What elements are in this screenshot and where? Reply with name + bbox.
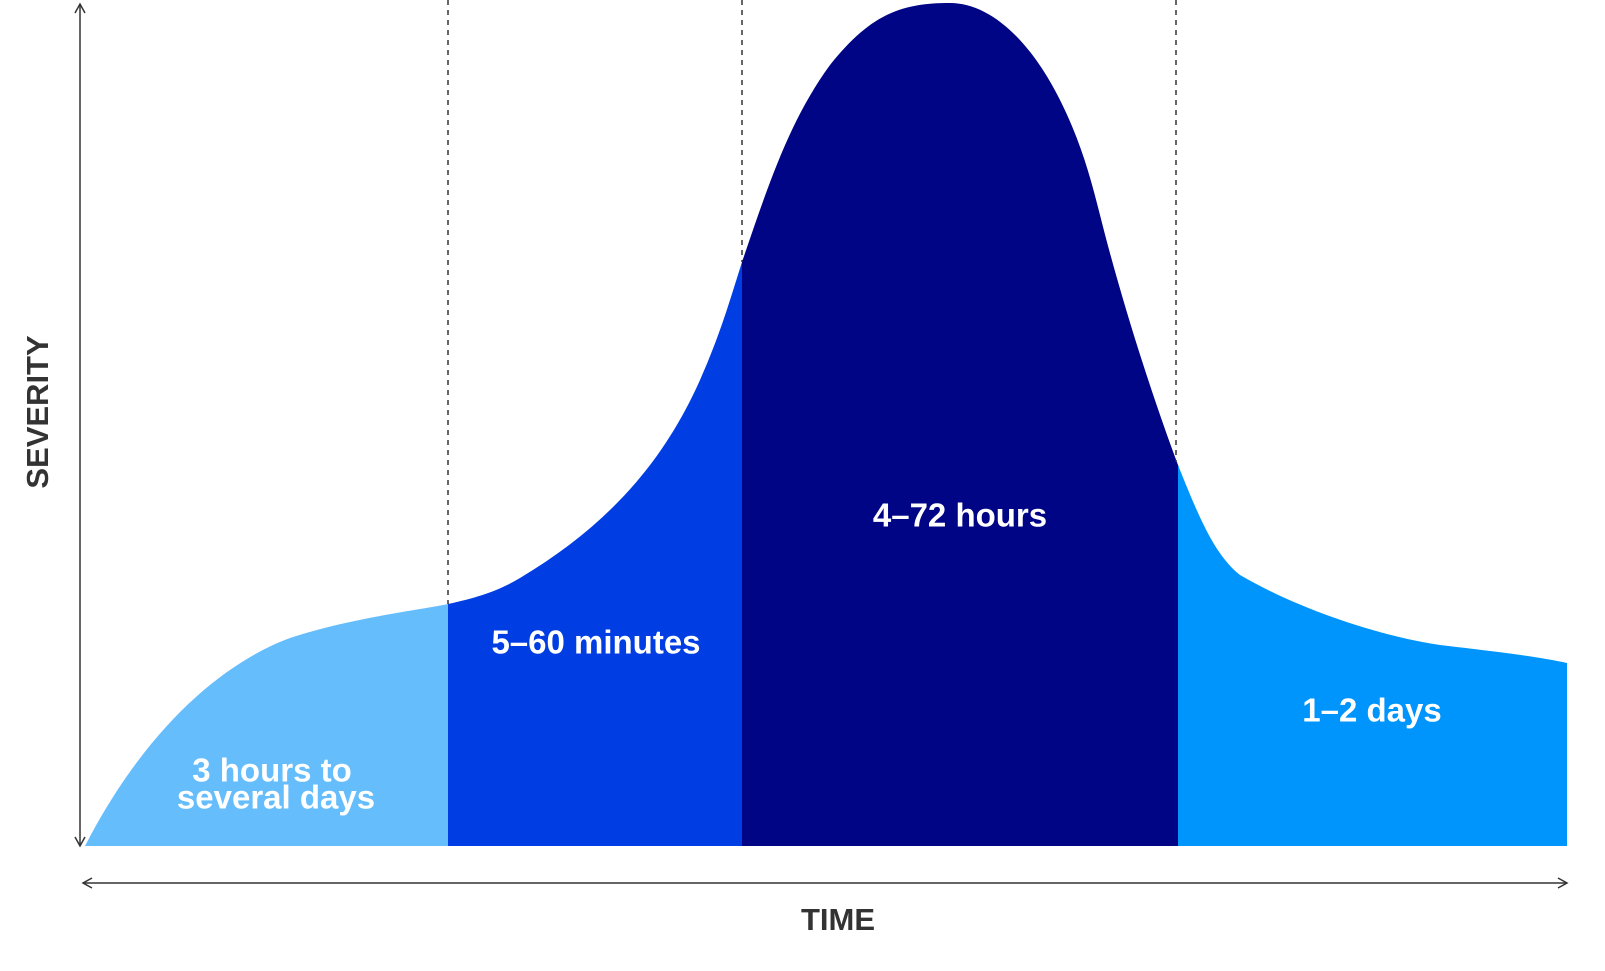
region-label: 5–60 minutes	[491, 624, 700, 661]
region-label: several days	[177, 779, 375, 816]
region-label: 1–2 days	[1302, 692, 1441, 729]
region-3	[742, 3, 1179, 846]
dividers	[447, 0, 1177, 604]
region-1	[85, 3, 448, 846]
region-2	[448, 3, 743, 846]
region-label: 4–72 hours	[873, 497, 1047, 534]
y-axis-label: SEVERITY	[20, 335, 55, 489]
x-axis-label: TIME	[801, 902, 875, 937]
region-label: 3 hours to	[192, 752, 352, 789]
